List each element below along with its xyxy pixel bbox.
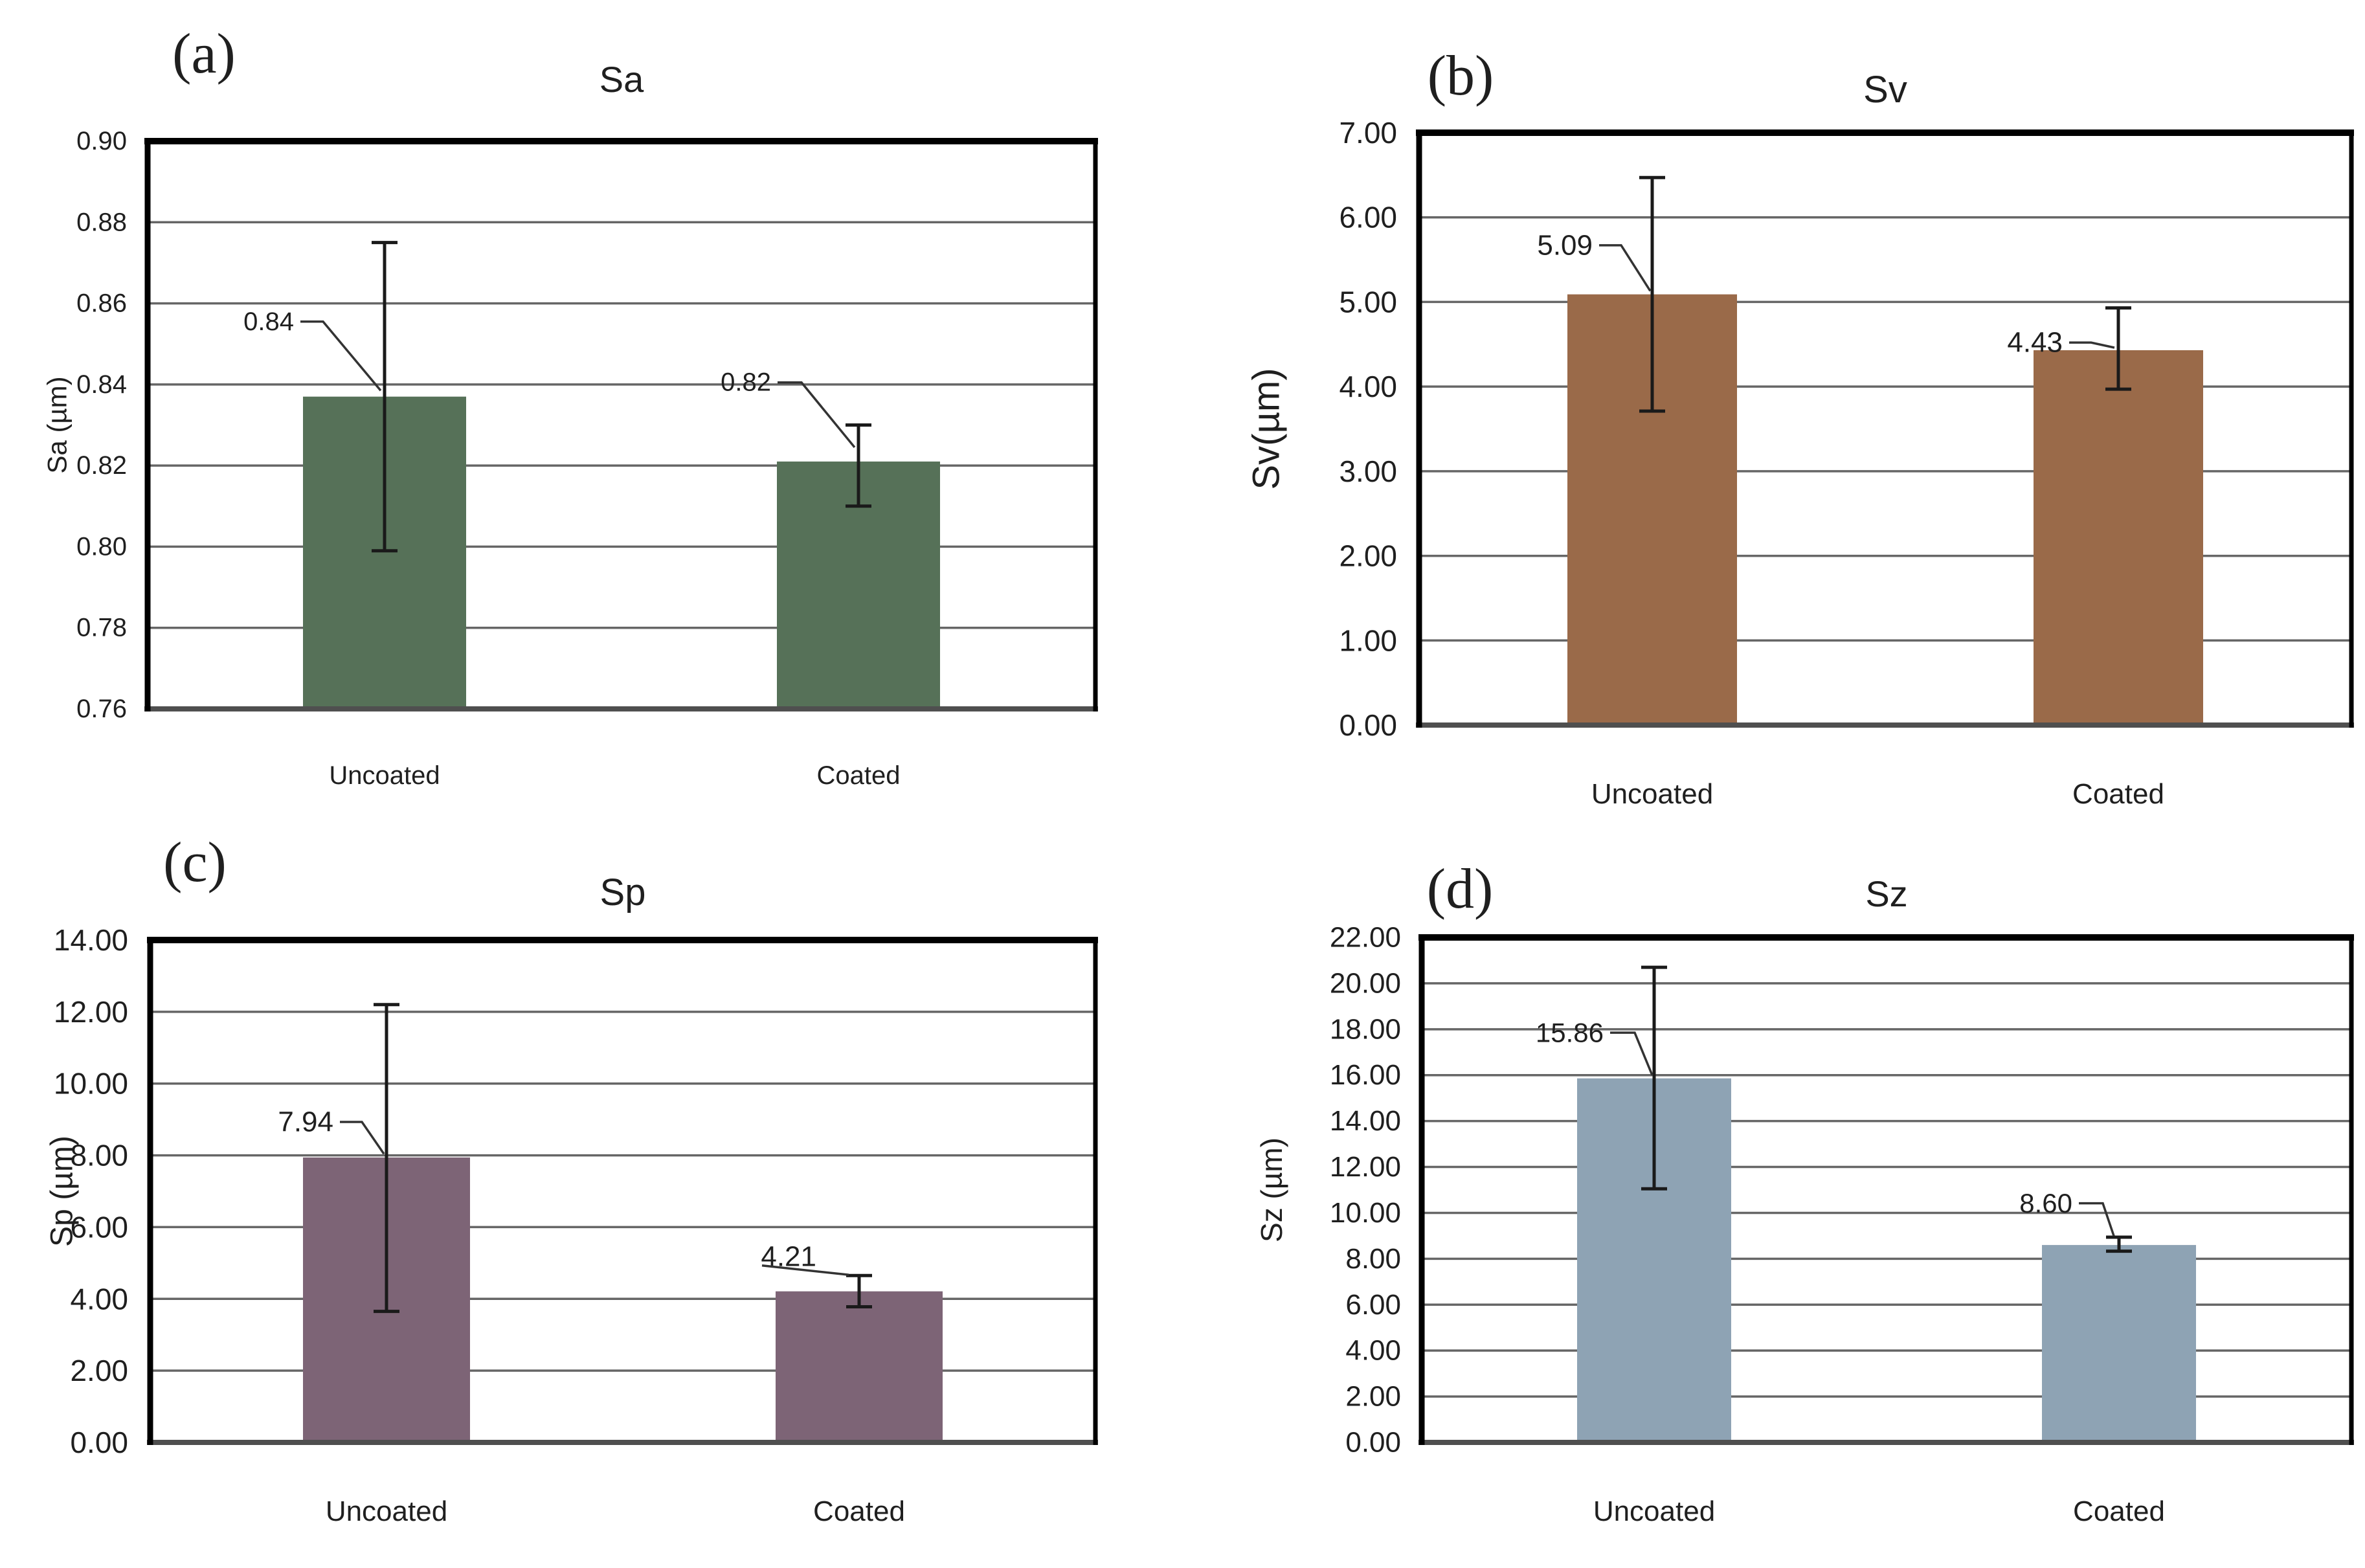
y-tick-label: 0.88 — [76, 208, 127, 236]
bar-coated — [2034, 350, 2203, 725]
panel-letter: (b) — [1428, 45, 1494, 107]
error-bar-uncoated — [1641, 965, 1667, 1191]
y-tick-label: 0.86 — [76, 289, 127, 318]
y-tick-label: 0.00 — [70, 1426, 128, 1459]
x-category-label: Coated — [817, 761, 901, 790]
y-tick-label: 0.80 — [76, 532, 127, 561]
data-label: 8.60 — [2019, 1188, 2072, 1218]
data-label-leader — [2069, 341, 2115, 349]
y-axis-title: Sa (µm) — [42, 376, 73, 473]
y-tick-label: 5.00 — [1339, 285, 1397, 319]
y-tick-label: 10.00 — [1330, 1197, 1401, 1229]
y-tick-label: 4.00 — [1345, 1335, 1401, 1367]
chart-b: 0.00 1.00 2.00 3.00 4.00 5.00 6.00 7.00 Uncoated… — [1246, 45, 2354, 810]
y-tick-label: 14.00 — [1330, 1105, 1401, 1137]
y-tick-label: 22.00 — [1330, 922, 1401, 954]
y-tick-label: 1.00 — [1339, 623, 1397, 657]
y-tick-label: 4.00 — [70, 1282, 128, 1316]
x-category-label: Coated — [2073, 1495, 2165, 1527]
y-tick-label: 7.00 — [1339, 116, 1397, 150]
y-tick-label: 6.00 — [70, 1210, 128, 1244]
data-label-leader — [300, 320, 382, 392]
y-tick-label: 2.00 — [1339, 539, 1397, 573]
y-tick-label: 0.84 — [76, 370, 127, 399]
bar-coated — [776, 1291, 943, 1442]
y-tick-label: 0.82 — [76, 451, 127, 480]
x-category-label: Uncoated — [329, 761, 440, 790]
chart-a: 0.76 0.78 0.80 0.82 0.84 0.86 0.88 0.90 Uncoated… — [42, 23, 1098, 790]
y-tick-label: 6.00 — [1345, 1289, 1401, 1321]
x-category-label: Uncoated — [326, 1495, 447, 1527]
y-axis-title: Sp (µm) — [45, 1136, 80, 1247]
data-label: 0.84 — [243, 308, 294, 336]
chart-c: 0.00 2.00 4.00 6.00 8.00 10.00 12.00 14.00 Uncoa… — [45, 831, 1098, 1527]
data-label-leader — [1610, 1031, 1653, 1076]
error-bar-uncoated — [372, 241, 398, 553]
error-bar-coated — [846, 423, 871, 508]
error-bar-uncoated — [374, 1003, 399, 1314]
data-label: 7.94 — [278, 1106, 333, 1138]
data-label-leader — [778, 381, 856, 449]
bar-coated — [2042, 1245, 2196, 1442]
x-category-label: Coated — [813, 1495, 905, 1527]
y-tick-label: 8.00 — [1345, 1243, 1401, 1275]
y-tick-label: 18.00 — [1330, 1013, 1401, 1045]
y-tick-label: 6.00 — [1339, 201, 1397, 234]
y-tick-label: 8.00 — [70, 1139, 128, 1172]
data-label: 4.43 — [2007, 327, 2063, 359]
chart-title: Sp — [600, 871, 646, 913]
x-category-label: Uncoated — [1593, 1495, 1715, 1527]
chart-title: Sa — [600, 59, 644, 100]
y-tick-label: 12.00 — [54, 995, 128, 1029]
error-bar-coated — [846, 1273, 872, 1308]
y-tick-label: 10.00 — [54, 1067, 128, 1101]
chart-title: Sz — [1865, 873, 1907, 914]
data-label-leader — [761, 1264, 849, 1276]
data-label: 5.09 — [1537, 229, 1593, 261]
y-tick-label: 2.00 — [70, 1354, 128, 1387]
y-axis-title: Sv(µm) — [1246, 368, 1288, 489]
y-tick-label: 3.00 — [1339, 454, 1397, 488]
error-bar-coated — [2106, 1235, 2132, 1253]
y-tick-label: 0.90 — [76, 127, 127, 155]
y-tick-label: 14.00 — [54, 923, 128, 957]
y-tick-label: 20.00 — [1330, 967, 1401, 999]
x-category-label: Uncoated — [1591, 778, 1713, 810]
y-tick-label: 12.00 — [1330, 1151, 1401, 1183]
panel-letter: (d) — [1427, 858, 1494, 921]
y-tick-label: 16.00 — [1330, 1059, 1401, 1091]
y-tick-label: 2.00 — [1345, 1381, 1401, 1413]
data-label: 15.86 — [1536, 1018, 1604, 1048]
y-tick-label: 0.00 — [1345, 1427, 1401, 1459]
error-bar-coated — [2105, 306, 2131, 391]
data-label-leader — [1599, 244, 1652, 292]
error-bar-uncoated — [1639, 175, 1665, 413]
data-label-leader — [2079, 1202, 2115, 1237]
y-tick-label: 0.76 — [76, 695, 127, 723]
y-axis-title: Sz (µm) — [1255, 1137, 1288, 1242]
y-tick-label: 0.00 — [1339, 708, 1397, 742]
chart-title: Sv — [1863, 69, 1907, 111]
y-tick-label: 0.78 — [76, 614, 127, 642]
x-category-label: Coated — [2072, 778, 2164, 810]
panel-letter: (c) — [163, 831, 227, 894]
y-tick-label: 4.00 — [1339, 370, 1397, 403]
data-label-leader — [340, 1121, 385, 1155]
chart-d: 0.00 2.00 4.00 6.00 8.00 10.00 12.00 14.00 16.00… — [1255, 858, 2354, 1527]
panel-letter: (a) — [172, 23, 236, 85]
data-label: 0.82 — [721, 368, 771, 397]
